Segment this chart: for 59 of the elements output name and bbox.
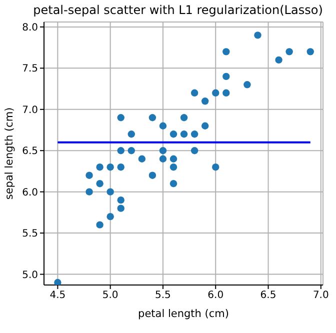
point (106, 188, 114, 196)
point (117, 147, 124, 154)
x-axis-title: petal length (cm) (138, 308, 229, 320)
y-axis-title: sepal length (cm) (4, 107, 16, 200)
point (254, 32, 262, 39)
point (128, 130, 135, 138)
point (222, 89, 230, 97)
point (106, 164, 114, 171)
point (275, 56, 282, 64)
point (106, 212, 114, 220)
point (222, 48, 230, 56)
point (180, 130, 188, 138)
point (190, 147, 198, 154)
y-tick-label: 7.5 (22, 64, 38, 75)
point (128, 147, 135, 154)
point (148, 114, 156, 122)
point (170, 164, 178, 171)
y-tick-label: 7.0 (22, 104, 38, 116)
point (306, 48, 314, 56)
point (212, 164, 220, 171)
point (222, 72, 230, 80)
point (96, 164, 104, 171)
point (180, 114, 188, 122)
x-tick-label: 5.0 (102, 290, 118, 302)
x-tick-label: 4.5 (50, 290, 66, 302)
point (212, 89, 220, 97)
point (117, 196, 124, 204)
point (190, 89, 198, 97)
y-tick-label: 8.0 (22, 22, 38, 34)
point (86, 172, 93, 179)
y-tick-label: 5.0 (22, 270, 38, 281)
point (148, 172, 156, 179)
point (286, 48, 293, 56)
x-tick-label: 7.0 (312, 290, 329, 302)
point (96, 180, 104, 188)
point (170, 180, 178, 188)
y-tick-label: 6.5 (22, 146, 38, 158)
point (170, 130, 178, 138)
point (54, 278, 62, 285)
point (201, 98, 209, 105)
point (159, 155, 167, 162)
point (159, 122, 167, 130)
x-tick-label: 6.5 (260, 290, 276, 302)
chart-title: petal-sepal scatter with L1 regularization(Lasso) (32, 3, 324, 17)
point (138, 155, 146, 162)
point (96, 221, 104, 228)
point (201, 122, 209, 130)
x-tick-label: 5.5 (155, 290, 171, 302)
point (244, 81, 251, 88)
point (117, 204, 124, 212)
point (159, 147, 167, 154)
y-tick-label: 5.5 (22, 228, 38, 240)
point (117, 114, 124, 122)
point (170, 155, 178, 162)
x-tick-label: 6.0 (208, 290, 224, 302)
point (190, 130, 198, 138)
y-tick-label: 6.0 (22, 187, 38, 198)
point (86, 188, 93, 196)
point (117, 164, 124, 171)
